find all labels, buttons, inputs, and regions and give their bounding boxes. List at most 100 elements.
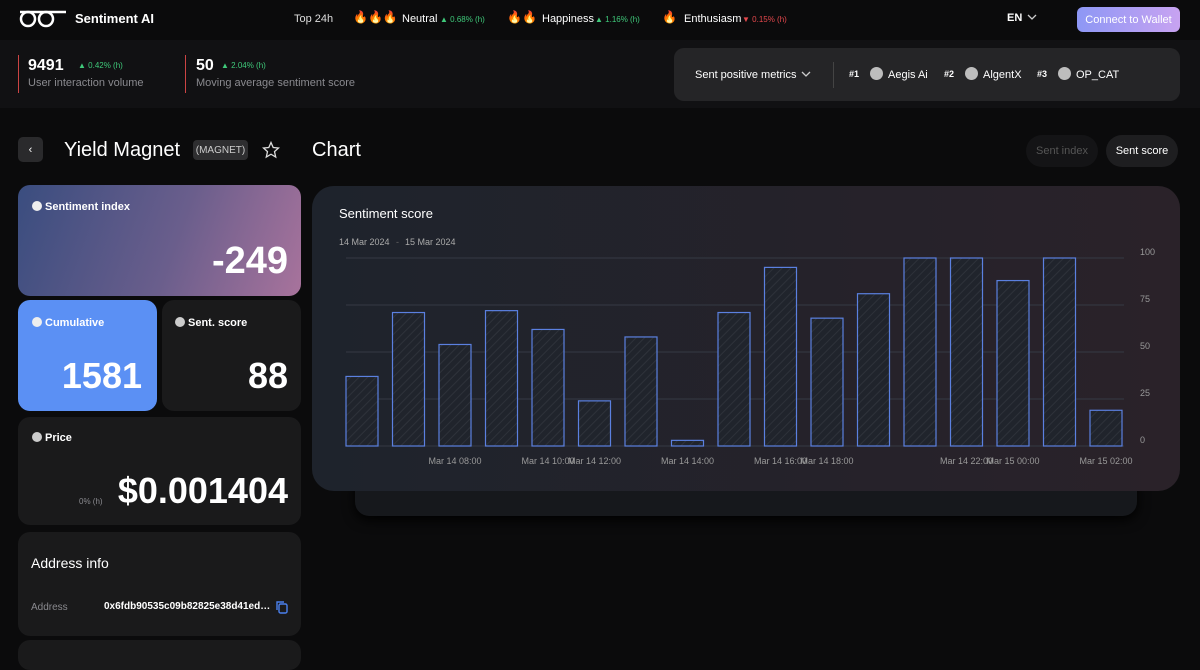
stat-value: 9491 bbox=[28, 57, 64, 74]
bar bbox=[577, 400, 612, 447]
next-card bbox=[18, 640, 301, 670]
section-title: Chart bbox=[312, 139, 361, 161]
connect-button[interactable]: Connect to Wallet bbox=[1077, 7, 1180, 32]
address-value: 0x6fdb90535c09b82825e38d41ed… bbox=[104, 601, 271, 612]
mood-change: ▲ 0.68% (h) bbox=[440, 15, 485, 24]
mood-name: Enthusiasm bbox=[684, 13, 742, 25]
token-avatar bbox=[1058, 67, 1071, 80]
y-tick-label: 0 bbox=[1140, 435, 1145, 445]
rank-name[interactable]: OP_CAT bbox=[1058, 67, 1119, 81]
bar bbox=[903, 257, 937, 447]
mood-name: Happiness bbox=[542, 13, 594, 25]
card-label: Price bbox=[45, 432, 72, 444]
price-change: 0% (h) bbox=[79, 497, 103, 506]
chevron bbox=[1027, 14, 1037, 20]
logo bbox=[19, 10, 66, 28]
divider bbox=[185, 55, 186, 93]
info-icon bbox=[32, 201, 42, 211]
rank-name[interactable]: Aegis Ai bbox=[870, 67, 928, 81]
rank-label: AlgentX bbox=[983, 69, 1022, 81]
mood-change: ▲ 1.16% (h) bbox=[595, 15, 640, 24]
brand: Sentiment AI bbox=[75, 11, 154, 26]
address-card bbox=[18, 532, 301, 636]
bar bbox=[810, 317, 844, 447]
bar bbox=[949, 257, 984, 447]
card-value: -249 bbox=[211, 240, 288, 282]
language[interactable]: EN bbox=[1007, 12, 1023, 24]
price-value: $0.001404 bbox=[117, 470, 288, 511]
bar bbox=[1089, 409, 1123, 447]
info-icon bbox=[32, 317, 42, 327]
stat-change: ▲ 0.42% (h) bbox=[78, 61, 123, 70]
token-name: Yield Magnet bbox=[64, 139, 180, 161]
sentiment-index-card bbox=[18, 185, 301, 296]
mood-name: Neutral bbox=[402, 13, 438, 25]
date-to: 15 Mar 2024 bbox=[405, 237, 456, 247]
back-button[interactable]: ‹ bbox=[18, 137, 43, 162]
tab[interactable]: Sent score bbox=[1106, 135, 1178, 167]
divider bbox=[18, 55, 19, 93]
card-label: Sentiment index bbox=[45, 201, 130, 213]
x-tick-label: Mar 14 14:00 bbox=[661, 456, 714, 466]
card-value: 88 bbox=[247, 355, 288, 396]
rank-number: #2 bbox=[944, 69, 955, 79]
stat-value: 50 bbox=[196, 57, 214, 74]
bar bbox=[484, 310, 519, 447]
y-tick-label: 100 bbox=[1140, 247, 1155, 257]
card-label: Cumulative bbox=[45, 317, 105, 329]
flame-icons: 🔥🔥🔥 bbox=[353, 10, 398, 24]
x-tick-label: Mar 15 02:00 bbox=[1079, 456, 1132, 466]
rank-name[interactable]: AlgentX bbox=[965, 67, 1022, 81]
bar bbox=[670, 439, 705, 447]
x-tick-label: Mar 14 10:00 bbox=[521, 456, 574, 466]
metrics-dropdown[interactable]: Sent positive metrics bbox=[695, 69, 797, 81]
y-tick-label: 75 bbox=[1140, 294, 1150, 304]
bar bbox=[438, 343, 472, 447]
divider bbox=[833, 62, 834, 88]
x-tick-label: Mar 14 16:00 bbox=[754, 456, 807, 466]
page: {"header":{"brand":"Sentiment AI","top_l… bbox=[18, 7, 1180, 670]
date-from: 14 Mar 2024 bbox=[339, 237, 390, 247]
x-tick-label: Mar 14 12:00 bbox=[568, 456, 621, 466]
bar bbox=[996, 279, 1030, 447]
card-value: 1581 bbox=[61, 355, 142, 396]
tab[interactable]: Sent index bbox=[1026, 135, 1098, 167]
stat-change: ▲ 2.04% (h) bbox=[221, 61, 266, 70]
bar bbox=[531, 328, 565, 447]
y-tick-label: 25 bbox=[1140, 388, 1150, 398]
copy-icon[interactable] bbox=[275, 600, 289, 614]
mood-change: ▼ 0.15% (h) bbox=[742, 15, 787, 24]
info-icon bbox=[175, 317, 185, 327]
flame-icons: 🔥🔥 bbox=[507, 10, 537, 24]
bar bbox=[391, 311, 426, 447]
price-card bbox=[18, 417, 301, 525]
y-tick-label: 50 bbox=[1140, 341, 1150, 351]
chevron bbox=[801, 71, 811, 77]
stat-label: Moving average sentiment score bbox=[196, 77, 355, 89]
bar bbox=[856, 293, 891, 447]
token-avatar bbox=[965, 67, 978, 80]
bar bbox=[763, 266, 798, 447]
flame-icons: 🔥 bbox=[662, 10, 677, 24]
x-tick-label: Mar 15 00:00 bbox=[986, 456, 1039, 466]
rank-label: Aegis Ai bbox=[888, 69, 928, 81]
token-avatar bbox=[870, 67, 883, 80]
rank-label: OP_CAT bbox=[1076, 69, 1120, 81]
address-title: Address info bbox=[31, 555, 109, 571]
rank-number: #3 bbox=[1037, 69, 1048, 79]
card-label: Sent. score bbox=[188, 317, 248, 329]
rank-number: #1 bbox=[849, 69, 860, 79]
star-icon[interactable] bbox=[262, 141, 280, 159]
stat-label: User interaction volume bbox=[28, 77, 144, 89]
top-label: Top 24h bbox=[294, 13, 334, 25]
x-tick-label: Mar 14 18:00 bbox=[800, 456, 853, 466]
sent-score-card bbox=[162, 300, 301, 411]
chart-title: Sentiment score bbox=[339, 206, 433, 221]
date-separator: - bbox=[396, 237, 399, 247]
x-tick-label: Mar 14 22:00 bbox=[940, 456, 993, 466]
metrics-panel bbox=[674, 48, 1180, 101]
address-label: Address bbox=[31, 602, 68, 613]
chart: Sentiment score 14 Mar 2024 - 15 Mar 202… bbox=[312, 186, 1180, 491]
x-tick-label: Mar 14 08:00 bbox=[428, 456, 481, 466]
ticker: (MAGNET) bbox=[193, 140, 248, 160]
